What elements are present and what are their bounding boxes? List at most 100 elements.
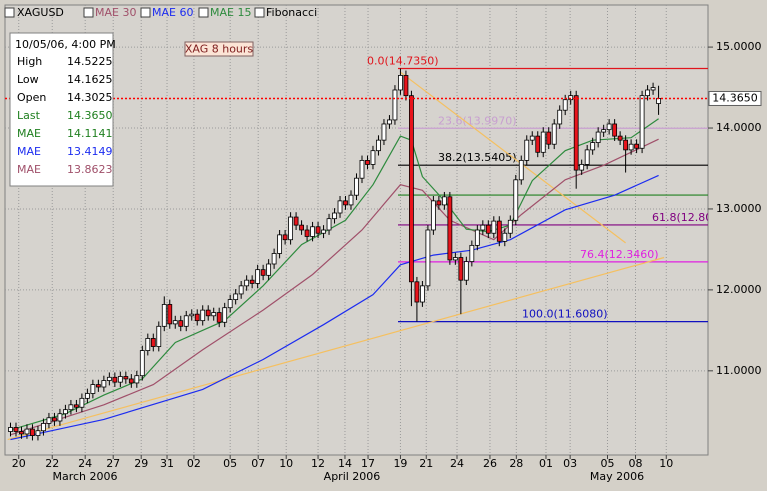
candle-body — [452, 257, 458, 261]
candle-body — [46, 417, 52, 424]
candle-body — [496, 220, 502, 242]
candle-body — [458, 257, 464, 281]
fib-label: 23.6(13.9970) — [438, 114, 517, 127]
candle-body — [332, 212, 337, 220]
checkbox[interactable] — [83, 7, 94, 18]
x-tick-label: 21 — [419, 457, 433, 470]
candle-body — [117, 376, 123, 383]
fib-label: 38.2(13.5405) — [438, 151, 517, 164]
moving-average — [10, 174, 659, 441]
x-tick-label: 08 — [629, 457, 643, 470]
candle-body — [612, 123, 618, 137]
candle-body — [161, 304, 167, 327]
candle-body — [288, 216, 293, 241]
candle-body — [485, 224, 491, 234]
candle-body — [19, 431, 24, 435]
candle-body — [474, 229, 480, 246]
candle-body — [260, 269, 266, 276]
legend-entry: MAE 15 — [210, 6, 251, 19]
candle-body — [222, 307, 228, 323]
candle-body — [90, 384, 96, 394]
y-tick-label: 11.0000 — [716, 364, 762, 377]
legend-entry: MAE 60 — [152, 6, 193, 19]
candle-body — [403, 75, 409, 97]
candle-body — [540, 131, 546, 153]
candle-body — [337, 200, 343, 214]
candle-body — [304, 229, 310, 237]
candle-body — [194, 313, 200, 322]
candle-body — [354, 177, 359, 196]
fib-label: 0.0(14.7350) — [367, 55, 439, 68]
info-label: MAE — [17, 163, 41, 176]
candle-body — [507, 219, 513, 234]
candle-body — [150, 338, 156, 347]
candle-body — [128, 378, 134, 384]
candle-body — [502, 232, 508, 242]
candle-body — [535, 135, 541, 153]
x-tick-label: 17 — [361, 457, 375, 470]
candle-body — [524, 139, 530, 161]
info-title: 10/05/06, 4:00 PM — [15, 38, 116, 51]
checkbox[interactable] — [254, 7, 265, 18]
candle-body — [436, 200, 442, 206]
candle-body — [601, 129, 607, 133]
candle-body — [557, 109, 563, 125]
info-value: 14.1625 — [67, 73, 113, 86]
candle-body — [639, 95, 645, 149]
candle-body — [172, 320, 178, 325]
candle-body — [73, 404, 79, 408]
candle-body — [430, 200, 436, 231]
candle-body — [156, 325, 162, 347]
last-price-box — [708, 90, 762, 106]
candle-body — [546, 131, 552, 145]
candle-body — [310, 226, 315, 237]
info-label: MAE — [17, 127, 41, 140]
checkbox[interactable] — [4, 7, 15, 18]
x-tick-label: 19 — [393, 457, 407, 470]
candle-body — [326, 218, 332, 231]
candle-body — [381, 123, 387, 141]
candle-body — [101, 380, 107, 388]
info-value: 14.5225 — [67, 55, 113, 68]
candle-body — [293, 216, 299, 226]
candle-body — [106, 376, 112, 381]
info: 10/05/06, 4:00 PM High 14.5225 Low 14.1625 Op… — [15, 38, 116, 176]
x-tick-label: 20 — [12, 457, 26, 470]
y-tick-label: 14.0000 — [716, 121, 762, 134]
info-box — [9, 32, 114, 187]
candle-body — [84, 393, 90, 399]
x-tick-label: 26 — [483, 457, 497, 470]
candle-body — [24, 428, 30, 435]
legend-overlay: Fibonacci — [266, 6, 317, 19]
x-tick-label: 05 — [223, 457, 237, 470]
candle-body — [409, 95, 414, 283]
x-tick-label: 27 — [106, 457, 120, 470]
candle-body — [573, 95, 579, 171]
candle-body — [112, 376, 118, 383]
candle-body — [623, 139, 629, 151]
x-tick-label: 10 — [279, 457, 293, 470]
x-tick-label: 05 — [600, 457, 614, 470]
candle-body — [420, 285, 425, 303]
candle-body — [590, 142, 596, 151]
info-label: Open — [17, 91, 46, 104]
x-tick-label: 07 — [251, 457, 265, 470]
x-tick-label: 22 — [45, 457, 59, 470]
annotation: XAG 8 hours — [185, 43, 254, 56]
candle-body — [348, 194, 354, 206]
checkbox[interactable] — [198, 7, 209, 18]
info-value: 13.8623 — [67, 163, 113, 176]
candle-body — [606, 123, 612, 131]
info-label: MAE — [17, 145, 41, 158]
moving-average — [10, 118, 659, 431]
candle-body — [167, 304, 173, 325]
checkbox[interactable] — [140, 7, 151, 18]
candle-body — [123, 376, 129, 380]
x-tick-label: 03 — [563, 457, 577, 470]
y-tick-label: 15.0000 — [716, 40, 762, 53]
candle-body — [617, 135, 623, 141]
candle-body — [95, 384, 101, 388]
candle-body — [650, 87, 656, 91]
x-tick-label: 01 — [539, 457, 553, 470]
